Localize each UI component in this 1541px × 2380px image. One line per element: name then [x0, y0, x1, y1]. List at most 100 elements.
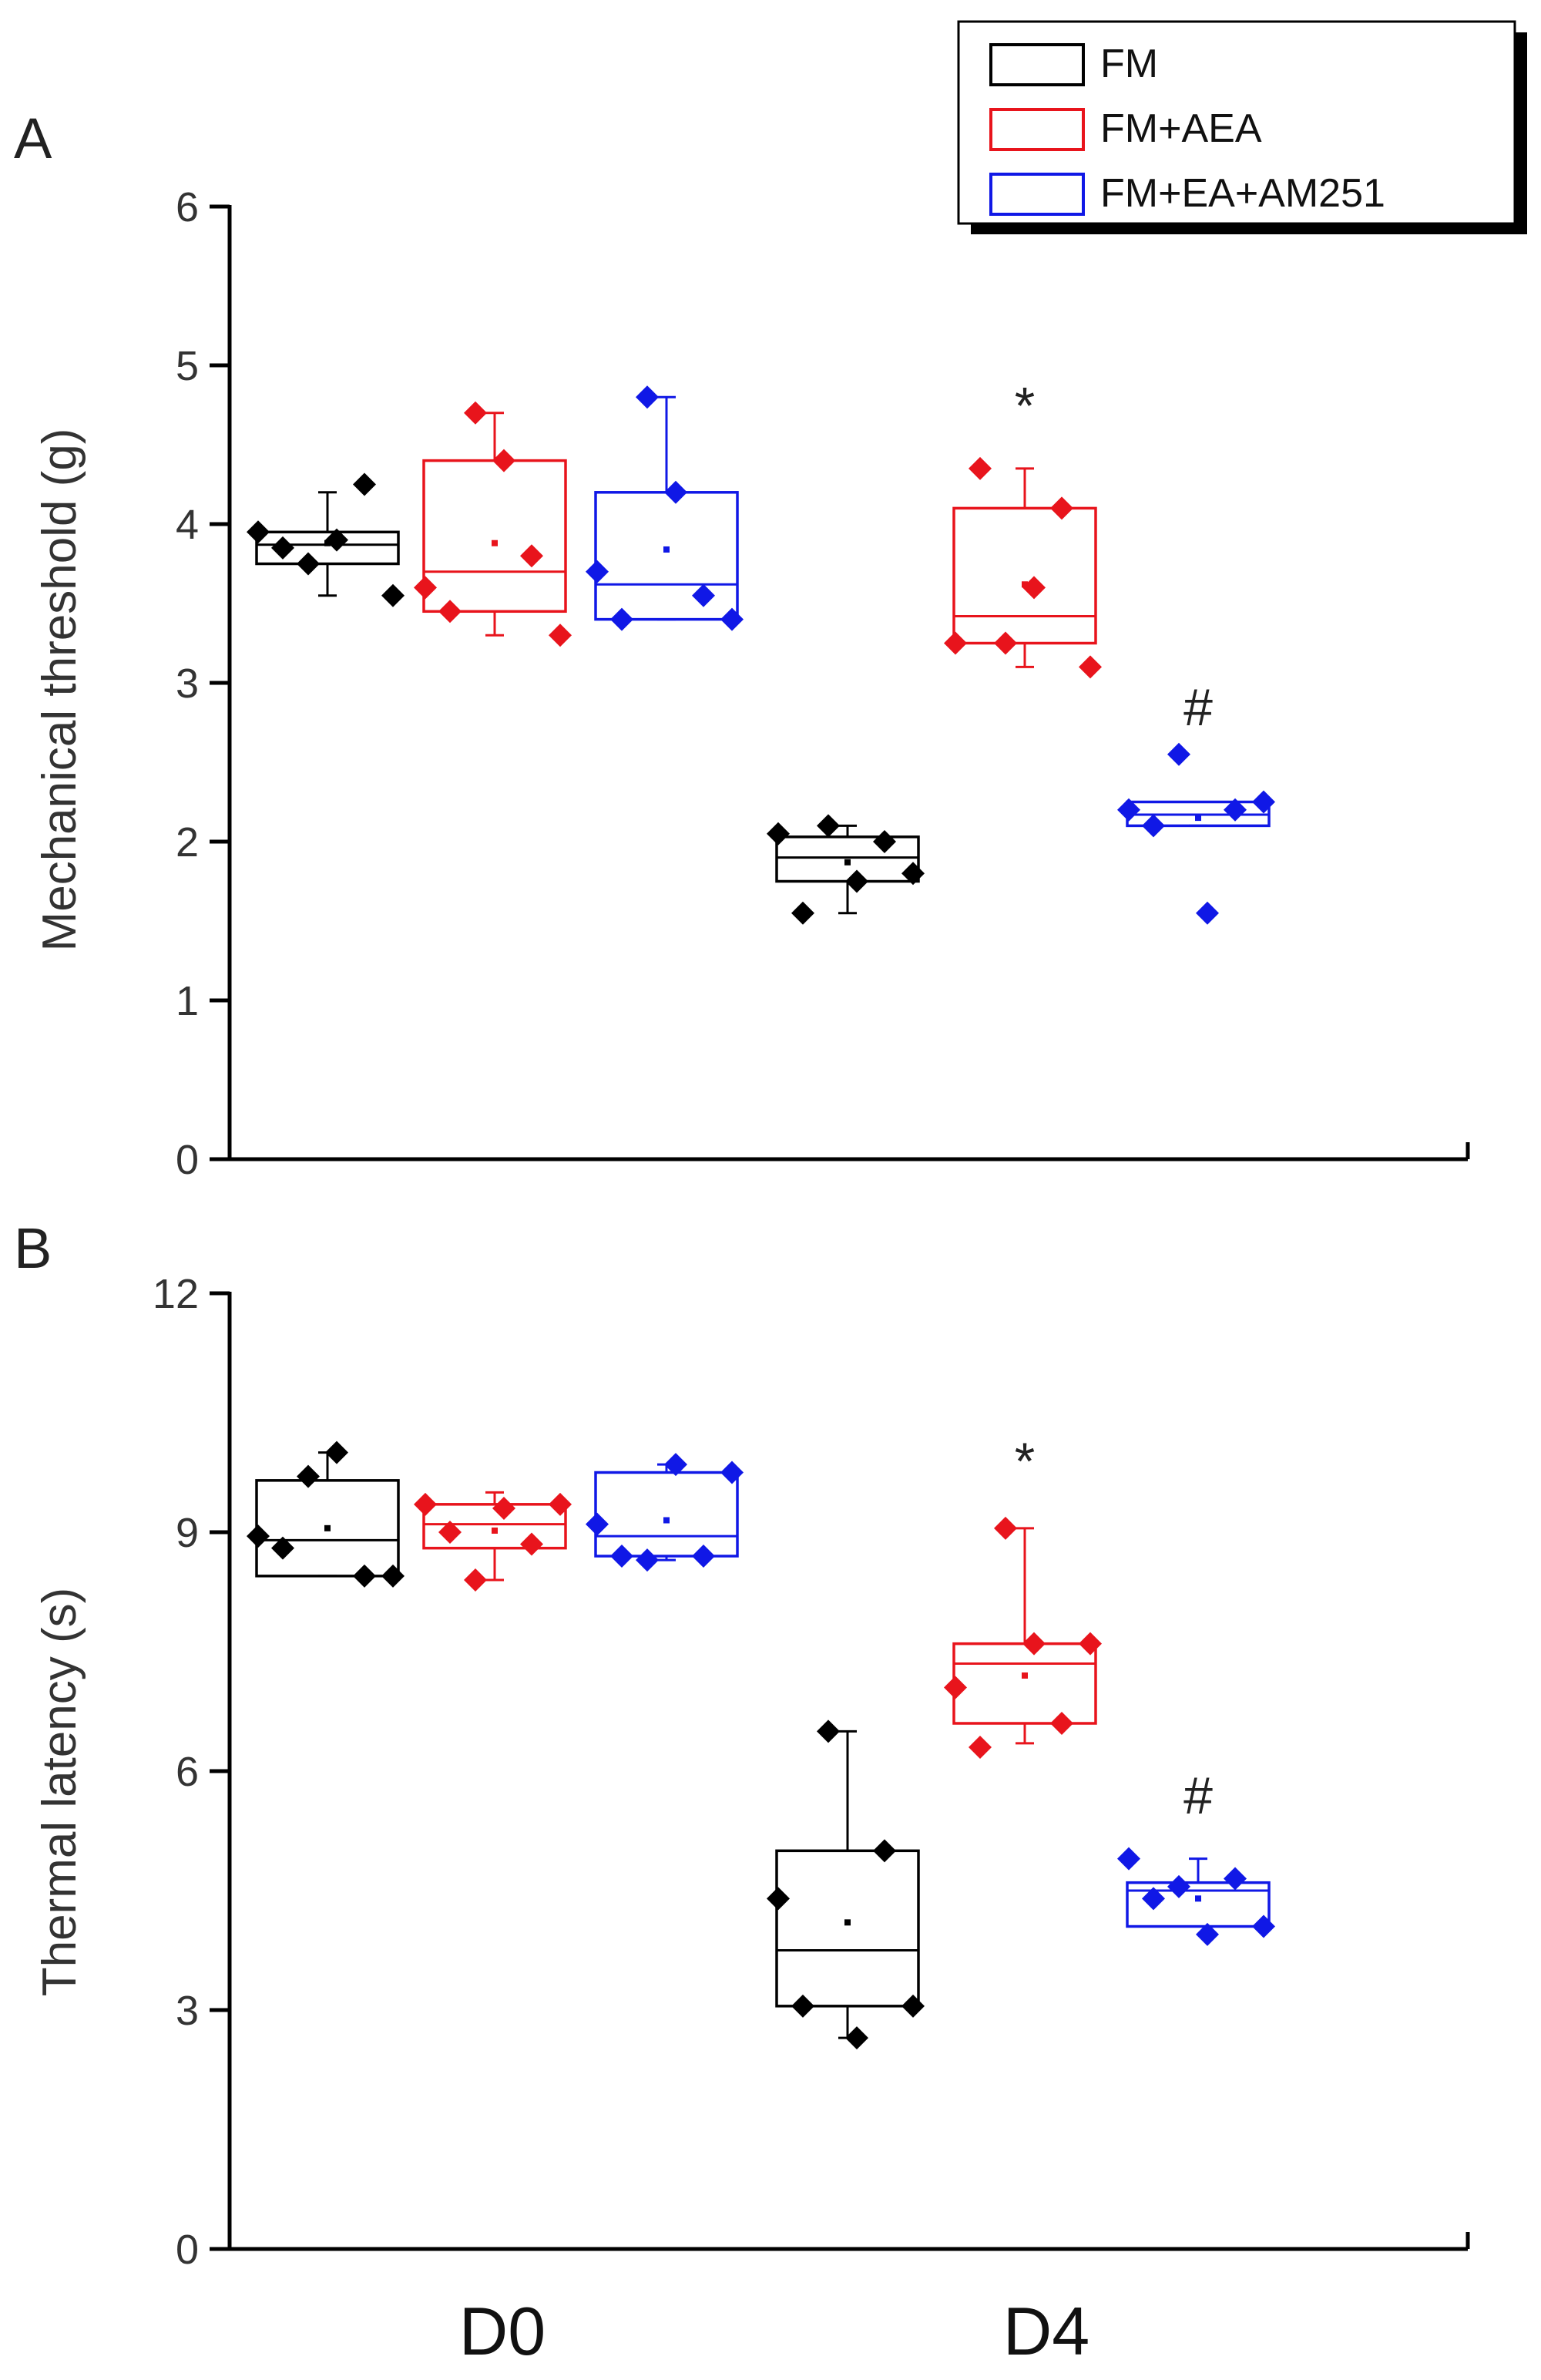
- significance-mark: #: [1183, 1767, 1213, 1825]
- data-point: [464, 401, 487, 425]
- box-mean: [844, 1919, 851, 1926]
- panel-b: B Thermal latency (s) 0 3 6 9 12 * #: [14, 1216, 1470, 2273]
- data-point: [1196, 1922, 1219, 1946]
- data-point: [692, 1545, 715, 1568]
- data-point: [1079, 1632, 1102, 1656]
- data-point: [492, 449, 515, 472]
- legend-item-fm-ea-am251: FM+EA+AM251: [989, 171, 1385, 216]
- data-point: [1196, 901, 1219, 925]
- data-point: [944, 1676, 967, 1699]
- data-point: [438, 600, 462, 624]
- box-d0-fm: [247, 472, 405, 607]
- y-tick-label: 9: [176, 1510, 199, 1556]
- data-point: [1050, 496, 1073, 520]
- data-point: [353, 472, 376, 496]
- significance-mark: *: [1015, 377, 1035, 435]
- box-iqr: [775, 835, 920, 883]
- box-iqr: [255, 530, 400, 566]
- data-point: [664, 480, 687, 504]
- data-point: [297, 1464, 320, 1488]
- box-d0-fm-ea-am251: [586, 1453, 744, 1572]
- data-point: [586, 1512, 609, 1536]
- y-axis-title-a: Mechanical threshold (g): [33, 429, 86, 952]
- significance-mark: *: [1015, 1432, 1035, 1491]
- y-tick-label: 3: [176, 1988, 199, 2034]
- data-point: [247, 520, 270, 544]
- box-d0-fm: [247, 1440, 405, 1588]
- data-point: [1050, 1712, 1073, 1735]
- data-point: [664, 1453, 687, 1477]
- legend-label: FM+EA+AM251: [1100, 171, 1385, 216]
- x-group-label-d0: D0: [459, 2293, 546, 2369]
- data-point: [1252, 790, 1275, 814]
- data-point: [414, 576, 437, 600]
- data-point: [692, 583, 715, 607]
- data-point: [944, 631, 967, 655]
- legend-box: [957, 20, 1516, 225]
- data-point: [969, 1736, 992, 1759]
- y-tick-label: 12: [153, 1271, 199, 1317]
- data-point: [845, 869, 868, 893]
- data-point: [1022, 1632, 1046, 1656]
- legend-item-fm: FM: [989, 42, 1158, 86]
- data-point: [610, 1545, 633, 1568]
- box-d4-fm: [767, 814, 925, 925]
- box-mean: [1022, 1672, 1028, 1679]
- legend: FM FM+AEA FM+EA+AM251: [957, 20, 1527, 234]
- legend-swatch: [989, 43, 1085, 86]
- data-point: [1224, 798, 1247, 822]
- box-mean: [492, 1527, 498, 1534]
- box-iqr: [775, 1849, 920, 2008]
- box-d4-fm-ea-am251: [1117, 742, 1275, 925]
- data-point: [817, 814, 840, 838]
- data-point: [994, 1516, 1017, 1540]
- panel-a: A Mechanical threshold (g) 0 1 2 3 4 5 6 * #: [14, 106, 1470, 1183]
- data-point: [271, 1536, 294, 1560]
- y-tick-label: 0: [176, 1137, 199, 1183]
- data-point: [1117, 798, 1140, 822]
- y-tick-label: 2: [176, 819, 199, 866]
- data-point: [720, 1461, 744, 1484]
- box-d0-fm-aea: [414, 1491, 572, 1592]
- data-point: [1022, 576, 1046, 600]
- data-point: [636, 1548, 659, 1572]
- data-point: [464, 1568, 487, 1592]
- y-tick-label: 0: [176, 2227, 199, 2273]
- data-point: [297, 552, 320, 576]
- data-point: [1224, 1867, 1247, 1891]
- data-point: [901, 1994, 925, 2018]
- y-axis-title-b: Thermal latency (s): [33, 1588, 86, 1997]
- data-point: [969, 456, 992, 480]
- y-tick-label: 3: [176, 661, 199, 707]
- data-point: [325, 528, 348, 552]
- legend-label: FM+AEA: [1100, 106, 1262, 151]
- data-point: [1117, 1847, 1140, 1871]
- legend-swatch: [989, 173, 1085, 216]
- box-d4-fm: [767, 1719, 925, 2050]
- data-point: [1252, 1914, 1275, 1938]
- data-point: [791, 1994, 814, 2018]
- data-point: [994, 631, 1017, 655]
- box-mean: [1195, 1895, 1201, 1902]
- box-iqr: [594, 491, 739, 621]
- data-point: [549, 624, 572, 647]
- data-point: [414, 1492, 437, 1516]
- box-iqr: [952, 1642, 1097, 1725]
- data-point: [767, 1887, 790, 1911]
- data-point: [873, 830, 896, 853]
- data-point: [549, 1492, 572, 1516]
- data-point: [381, 1564, 405, 1588]
- y-tick-label: 4: [176, 502, 199, 548]
- data-point: [353, 1564, 376, 1588]
- data-point: [247, 1524, 270, 1548]
- y-tick-label: 6: [176, 1749, 199, 1795]
- y-tick-label: 1: [176, 978, 199, 1024]
- data-point: [791, 901, 814, 925]
- y-tick-label: 5: [176, 343, 199, 389]
- x-group-label-d4: D4: [1003, 2293, 1090, 2369]
- data-point: [720, 607, 744, 631]
- data-point: [1167, 742, 1190, 766]
- box-d0-fm-ea-am251: [586, 385, 744, 631]
